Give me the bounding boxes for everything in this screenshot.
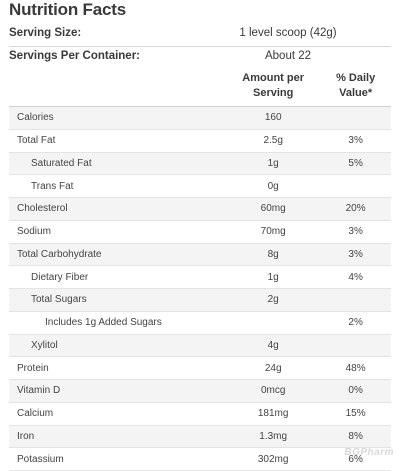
nutrient-name-cell: Calcium	[9, 402, 227, 426]
serving-size-value: 1 level scoop (42g)	[239, 27, 337, 39]
table-row: Includes 1g Added Sugars 2%	[9, 311, 391, 335]
daily-value-cell: 0%	[320, 379, 391, 403]
nutrient-name-cell: Xylitol	[9, 334, 227, 358]
amount-cell: 0g	[226, 174, 321, 198]
table-row: Total Carbohydrate 8g 3%	[9, 243, 391, 267]
table-row: Sodium 70mg 3%	[9, 220, 391, 244]
nutrient-name-cell: Includes 1g Added Sugars	[9, 311, 227, 335]
amount-cell: 1.3mg	[226, 425, 321, 449]
amount-cell: 60mg	[226, 197, 321, 221]
nutrient-name: Trans Fat	[31, 180, 74, 192]
servings-per-container-label: Servings Per Container:	[9, 50, 141, 62]
daily-value-cell	[320, 334, 391, 358]
servings-per-container-value: About 22	[264, 50, 312, 62]
watermark: BGPharm	[344, 447, 394, 458]
amount-cell: 4g	[226, 334, 321, 358]
daily-value-cell: 48%	[320, 356, 391, 380]
nutrient-name-cell: Calories	[9, 106, 227, 130]
table-row: Calories 160	[9, 106, 391, 130]
amount-cell: 8g	[226, 243, 321, 267]
nutrient-name-cell: Total Sugars	[9, 288, 227, 312]
servings-per-container-row: Servings Per Container: About 22	[9, 50, 391, 70]
daily-value-cell	[320, 106, 391, 130]
nutrient-name-cell: Vitamin D	[9, 379, 227, 403]
amount-cell: 1g	[226, 152, 321, 176]
daily-value-column-header: % Daily Value*	[320, 66, 391, 107]
table-row: Calcium 181mg 15%	[9, 402, 391, 426]
amount-cell: 2g	[226, 288, 321, 312]
nutrient-name: Total Carbohydrate	[17, 248, 102, 260]
nutrient-name: Total Sugars	[31, 294, 87, 306]
daily-value-cell	[320, 174, 391, 198]
nutrient-name: Saturated Fat	[31, 157, 92, 169]
table-row: Total Sugars 2g	[9, 288, 391, 312]
amount-cell: 1g	[226, 265, 321, 289]
table-row: Iron 1.3mg 8%	[9, 425, 391, 449]
nutrient-name: Iron	[17, 430, 35, 442]
nutrition-table-body: Calories 160 Total Fat 2.5g 3% Saturated Fat 1…	[9, 106, 391, 471]
amount-cell: 181mg	[226, 402, 321, 426]
serving-size-row: Serving Size: 1 level scoop (42g)	[9, 27, 391, 47]
nutrient-name: Includes 1g Added Sugars	[45, 317, 162, 329]
daily-value-cell: 20%	[320, 197, 391, 221]
nutrient-name-cell: Trans Fat	[9, 174, 227, 198]
nutrient-name-cell: Protein	[9, 356, 227, 380]
daily-value-cell: 3%	[320, 129, 391, 153]
daily-value-cell: 8%	[320, 425, 391, 449]
nutrient-name-cell: Total Fat	[9, 129, 227, 153]
amount-cell: 2.5g	[226, 129, 321, 153]
amount-cell: 160	[226, 106, 321, 130]
nutrient-name: Sodium	[17, 226, 51, 238]
nutrient-name-cell: Saturated Fat	[9, 152, 227, 176]
nutrient-name: Xylitol	[31, 339, 58, 351]
nutrient-name: Vitamin D	[17, 385, 61, 397]
table-row: Total Fat 2.5g 3%	[9, 129, 391, 153]
table-row: Protein 24g 48%	[9, 356, 391, 380]
nutrient-name: Calories	[17, 112, 54, 124]
table-row: Dietary Fiber 1g 4%	[9, 265, 391, 289]
nutrient-name-cell: Total Carbohydrate	[9, 243, 227, 267]
page-title: Nutrition Facts	[9, 0, 126, 19]
nutrient-name: Calcium	[17, 408, 54, 420]
table-header-row: Amount per Serving % Daily Value*	[9, 66, 391, 107]
amount-cell	[226, 311, 321, 335]
daily-value-cell: 4%	[320, 265, 391, 289]
serving-size-label: Serving Size:	[9, 27, 82, 39]
nutrient-name: Cholesterol	[17, 203, 68, 215]
nutrient-name-cell: Potassium	[9, 447, 227, 471]
nutrient-column-header	[9, 66, 227, 107]
nutrient-name-cell: Sodium	[9, 220, 227, 244]
nutrient-name: Protein	[17, 362, 49, 374]
nutrient-name-cell: Iron	[9, 425, 227, 449]
amount-column-header: Amount per Serving	[226, 66, 321, 107]
nutrient-name: Potassium	[17, 453, 64, 465]
nutrition-table: Amount per Serving % Daily Value* Calori…	[9, 66, 391, 471]
divider	[9, 46, 391, 47]
nutrient-name-cell: Dietary Fiber	[9, 265, 227, 289]
daily-value-cell: 2%	[320, 311, 391, 335]
daily-value-cell: 15%	[320, 402, 391, 426]
table-row: Trans Fat 0g	[9, 174, 391, 198]
table-row: Potassium 302mg 6%	[9, 447, 391, 471]
amount-cell: 24g	[226, 356, 321, 380]
table-row: Xylitol 4g	[9, 334, 391, 358]
amount-cell: 70mg	[226, 220, 321, 244]
nutrient-name-cell: Cholesterol	[9, 197, 227, 221]
nutrient-name: Total Fat	[17, 135, 56, 147]
daily-value-cell: 5%	[320, 152, 391, 176]
nutrient-name: Dietary Fiber	[31, 271, 89, 283]
table-row: Cholesterol 60mg 20%	[9, 197, 391, 221]
daily-value-cell	[320, 288, 391, 312]
table-row: Vitamin D 0mcg 0%	[9, 379, 391, 403]
table-row: Saturated Fat 1g 5%	[9, 152, 391, 176]
amount-cell: 0mcg	[226, 379, 321, 403]
amount-cell: 302mg	[226, 447, 321, 471]
daily-value-cell: 3%	[320, 220, 391, 244]
daily-value-cell: 3%	[320, 243, 391, 267]
